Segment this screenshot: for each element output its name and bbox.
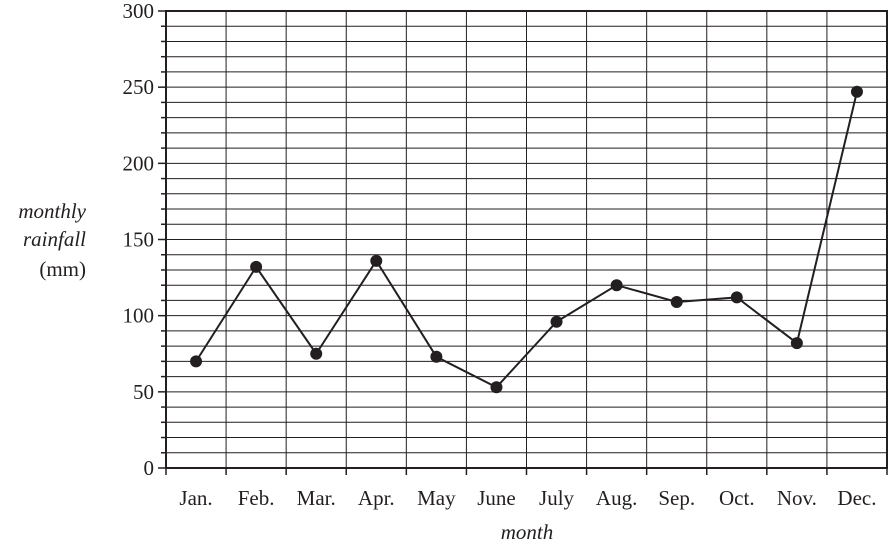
data-point xyxy=(310,347,323,360)
series-line xyxy=(195,91,858,389)
data-point xyxy=(190,355,203,368)
x-tick-label: Dec. xyxy=(837,486,876,510)
data-point xyxy=(370,254,383,267)
y-tick-label: 200 xyxy=(123,151,155,175)
y-tick-labels: 0 50 100 150 200 250 300 xyxy=(123,0,155,480)
data-point xyxy=(850,85,863,98)
data-point xyxy=(250,260,263,273)
y-tick-label: 100 xyxy=(123,304,155,328)
data-point xyxy=(430,350,443,363)
y-tick-label: 250 xyxy=(123,75,155,99)
y-tick-label: 0 xyxy=(144,456,155,480)
x-tick-label: Aug. xyxy=(596,486,637,510)
x-tick-label: Sep. xyxy=(658,486,695,510)
data-point xyxy=(550,315,563,328)
x-tick-label: July xyxy=(539,486,575,510)
data-point xyxy=(490,381,503,394)
x-tick-label: Mar. xyxy=(297,486,336,510)
x-tick-label: Apr. xyxy=(358,486,395,510)
grid-lines xyxy=(166,11,887,468)
y-tick-label: 300 xyxy=(123,0,155,23)
data-point xyxy=(730,291,743,304)
y-axis-title: monthly rainfall (mm) xyxy=(18,199,86,281)
y-tick-label: 50 xyxy=(133,380,154,404)
y-axis-title-line-1: monthly xyxy=(18,199,86,223)
y-tick-label: 150 xyxy=(123,228,155,252)
x-axis-title: month xyxy=(501,520,554,544)
data-series xyxy=(190,85,863,394)
x-tick-label: June xyxy=(477,486,516,510)
axes xyxy=(158,10,888,475)
x-tick-label: Oct. xyxy=(719,486,755,510)
y-axis-title-line-3: (mm) xyxy=(39,257,86,281)
x-tick-label: Jan. xyxy=(179,486,212,510)
y-axis-title-line-2: rainfall xyxy=(23,227,86,251)
x-tick-label: Feb. xyxy=(238,486,275,510)
data-point xyxy=(610,279,623,292)
data-point xyxy=(790,337,803,350)
x-tick-label: Nov. xyxy=(777,486,817,510)
x-tick-label: May xyxy=(417,486,456,510)
data-point xyxy=(670,295,683,308)
x-tick-labels: Jan. Feb. Mar. Apr. May June July Aug. Sep. Oct. N… xyxy=(179,486,876,510)
